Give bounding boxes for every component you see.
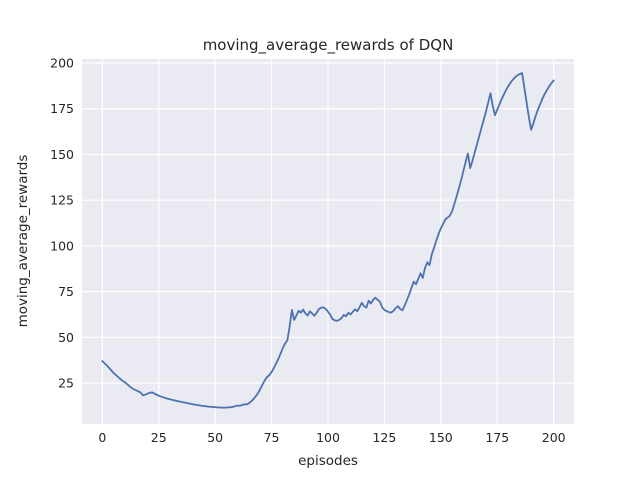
- x-tick-label: 200: [542, 430, 566, 445]
- y-tick-label: 150: [50, 147, 74, 162]
- x-tick-label: 175: [485, 430, 509, 445]
- y-tick-label: 175: [50, 101, 74, 116]
- data-line-series: [101, 72, 555, 409]
- y-tick-label: 50: [58, 330, 74, 345]
- x-tick-labels: 0 25 50 75 100 125 150 175 200: [98, 430, 565, 445]
- x-tick-label: 150: [429, 430, 453, 445]
- x-tick-label: 0: [98, 430, 106, 445]
- x-tick-label: 25: [151, 430, 167, 445]
- x-tick-label: 125: [372, 430, 396, 445]
- x-tick-label: 100: [316, 430, 340, 445]
- y-tick-label: 100: [50, 238, 74, 253]
- chart-title: moving_average_rewards of DQN: [203, 36, 454, 55]
- y-tick-labels: 25 50 75 100 125 150 175 200: [50, 56, 74, 391]
- grid-lines: [82, 59, 574, 424]
- x-tick-label: 75: [264, 430, 280, 445]
- y-tick-label: 25: [58, 376, 74, 391]
- y-axis-label: moving_average_rewards: [15, 155, 31, 328]
- y-tick-label: 200: [50, 56, 74, 71]
- x-tick-label: 50: [207, 430, 223, 445]
- y-tick-label: 75: [58, 284, 74, 299]
- x-axis-label: episodes: [298, 453, 358, 469]
- y-tick-label: 125: [50, 193, 74, 208]
